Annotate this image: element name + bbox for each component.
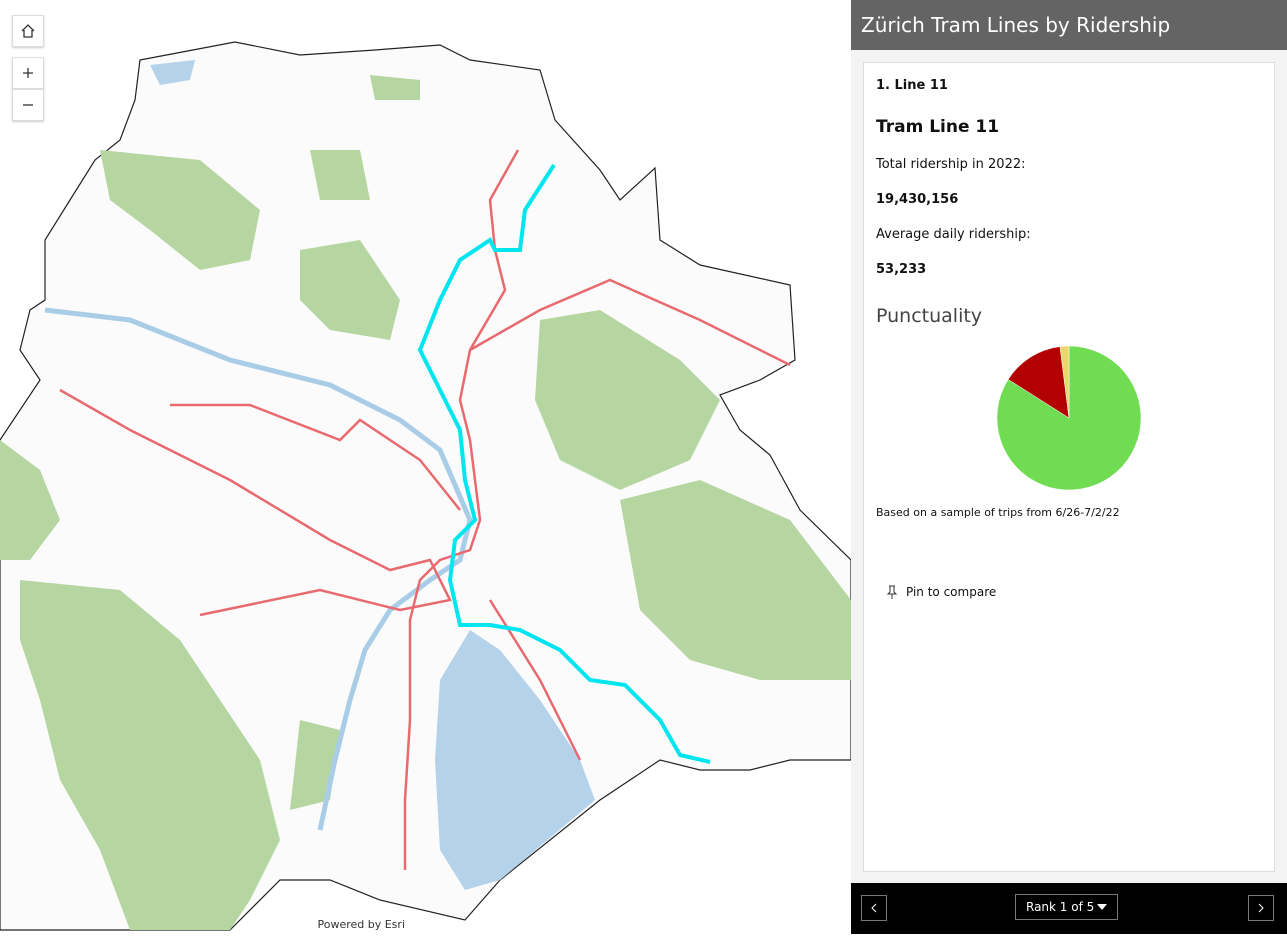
pie-slice [1007,346,1070,419]
side-panel: Zürich Tram Lines by Ridership 1. Line 1… [851,0,1287,934]
home-button[interactable] [12,15,44,47]
panel-title: Zürich Tram Lines by Ridership [851,0,1287,50]
highlighted-line [417,163,711,764]
pin-label: Pin to compare [906,585,997,599]
daily-value: 53,233 [876,262,927,277]
map-canvas [0,41,852,931]
pie-slice [1059,345,1070,419]
lake [150,60,595,890]
daily-label: Average daily ridership: [876,227,1031,242]
pie-chart [996,345,1142,491]
total-value: 19,430,156 [876,192,959,207]
tram-line [59,149,791,870]
river [44,307,473,831]
card-heading: Tram Line 11 [876,117,1000,137]
chart-title: Punctuality [876,305,983,327]
chart-note: Based on a sample of trips from 6/26-7/2… [876,506,1120,519]
rank-dropdown[interactable]: Rank 1 of 5 [1015,894,1118,920]
total-label: Total ridership in 2022: [876,157,1026,172]
pin-button[interactable]: Pin to compare [886,585,996,599]
zoom-in-button[interactable] [12,57,44,89]
next-button[interactable] [1248,895,1274,921]
rank-text: Rank 1 of 5 [1026,900,1095,914]
attribution: Powered by Esri [313,917,409,932]
feature-card: 1. Line 11 Tram Line 11 Total ridership … [863,62,1275,872]
forest [0,75,851,930]
rank-label: 1. Line 11 [876,78,948,93]
zoom-out-button[interactable] [12,89,44,121]
footer: Rank 1 of 5 [851,883,1287,934]
previous-button[interactable] [861,895,887,921]
map[interactable]: Powered by Esri [0,0,852,934]
